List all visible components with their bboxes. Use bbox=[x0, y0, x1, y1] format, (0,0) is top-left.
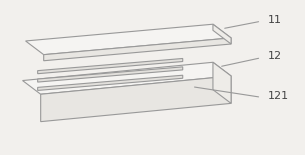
Text: 11: 11 bbox=[267, 15, 281, 25]
Polygon shape bbox=[38, 67, 183, 82]
Polygon shape bbox=[38, 58, 183, 74]
Polygon shape bbox=[44, 38, 231, 61]
Polygon shape bbox=[41, 76, 231, 122]
Polygon shape bbox=[38, 75, 183, 90]
Polygon shape bbox=[213, 24, 231, 44]
Text: 121: 121 bbox=[267, 91, 289, 101]
Polygon shape bbox=[23, 62, 231, 94]
Polygon shape bbox=[213, 62, 231, 103]
Polygon shape bbox=[26, 24, 231, 55]
Text: 12: 12 bbox=[267, 51, 282, 61]
